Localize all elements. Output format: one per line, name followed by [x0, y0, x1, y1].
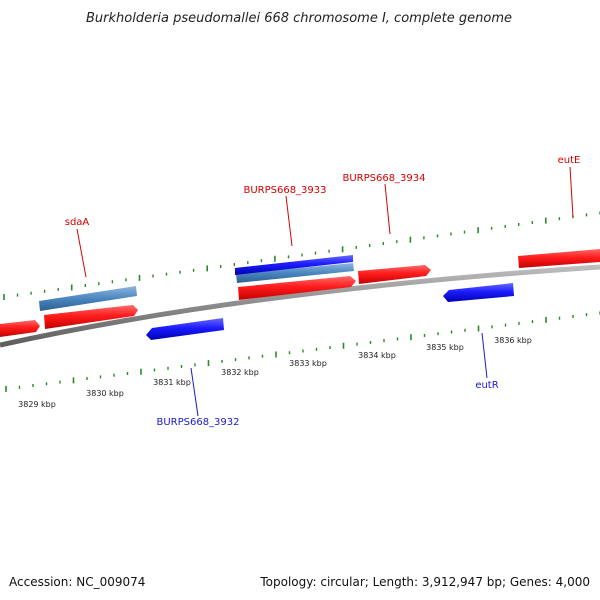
gene-arrow-burps668-3932[interactable]	[146, 318, 224, 340]
leader-eutE	[569, 166, 574, 218]
gene-label-burps668-3933[interactable]: BURPS668_3933	[243, 185, 326, 196]
forward-strand-genes	[0, 249, 600, 337]
scale-labels: 3829 kbp 3830 kbp 3831 kbp 3832 kbp 3833…	[18, 336, 532, 409]
scale-tick-label: 3831 kbp	[153, 378, 191, 387]
gene-arrow-burps668-3933[interactable]	[238, 276, 356, 300]
gene-label-sdaA[interactable]: sdaA	[65, 217, 90, 228]
gene-arrow-eutR[interactable]	[443, 283, 514, 302]
scale-tick-label: 3832 kbp	[221, 368, 259, 377]
leader-burps668-3934	[384, 183, 391, 235]
feature-band-sdaA[interactable]	[39, 286, 137, 311]
leader-sdaA	[76, 228, 87, 278]
feature-bands	[39, 263, 354, 311]
leader-eutR	[481, 332, 488, 379]
gene-arrow-eutE[interactable]	[518, 249, 600, 268]
gene-label-eutR[interactable]: eutR	[475, 380, 498, 391]
upper-tick-row	[3, 211, 600, 300]
label-leaders	[76, 166, 574, 417]
gene-label-burps668-3934[interactable]: BURPS668_3934	[342, 173, 425, 184]
lower-tick-row	[5, 311, 600, 392]
gene-label-burps668-3932[interactable]: BURPS668_3932	[156, 417, 239, 428]
genome-backbone	[0, 264, 600, 348]
accession-text: Accession: NC_009074	[9, 575, 145, 589]
reverse-strand-genes	[146, 255, 514, 340]
leader-burps668-3932	[190, 367, 199, 417]
scale-tick-label: 3833 kbp	[289, 359, 327, 368]
gene-arrow-sdaA[interactable]	[44, 305, 138, 329]
scale-tick-label: 3835 kbp	[426, 343, 464, 352]
map-title: Burkholderia pseudomallei 668 chromosome…	[86, 11, 512, 26]
gene-arrow-burps668-3933-reverse[interactable]	[235, 255, 353, 275]
scale-tick-label: 3830 kbp	[86, 389, 124, 398]
scale-tick-label: 3829 kbp	[18, 400, 56, 409]
scale-tick-label: 3834 kbp	[358, 351, 396, 360]
gene-label-eutE[interactable]: eutE	[558, 155, 581, 166]
topology-text: Topology: circular; Length: 3,912,947 bp…	[259, 575, 590, 589]
gene-labels: sdaA BURPS668_3933 BURPS668_3934 eutE BU…	[65, 155, 581, 428]
leader-burps668-3933	[285, 195, 293, 247]
feature-band-burps668-3933[interactable]	[236, 263, 354, 283]
scale-tick-label: 3836 kbp	[494, 336, 532, 345]
gene-arrow-burps668-3934[interactable]	[358, 265, 431, 284]
gene-arrow[interactable]	[0, 320, 40, 337]
